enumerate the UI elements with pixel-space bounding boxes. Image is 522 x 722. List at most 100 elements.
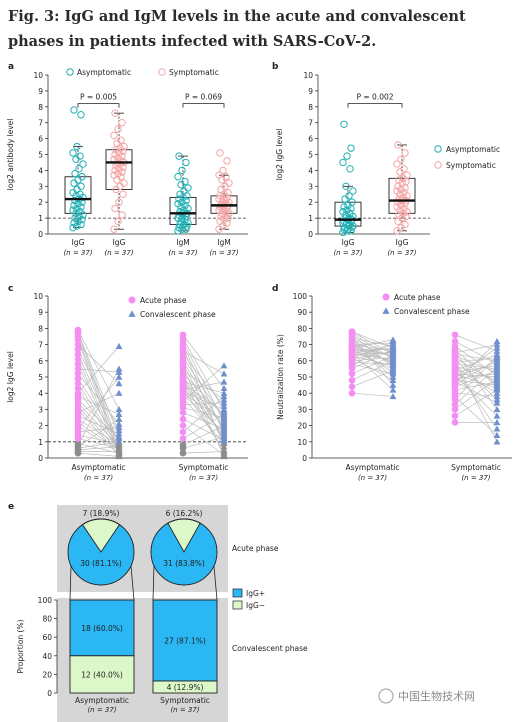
bar-positive-label: 27 (87.1%) xyxy=(164,637,206,646)
convalescent-point xyxy=(389,373,397,380)
pair-line xyxy=(77,354,120,444)
pair-line xyxy=(182,396,225,433)
data-point xyxy=(395,176,403,184)
pair-line xyxy=(351,370,394,388)
panel-label-c: c xyxy=(8,284,13,294)
data-point xyxy=(401,220,409,229)
pie-bar-connector xyxy=(152,565,155,601)
data-point xyxy=(71,169,79,178)
pair-line xyxy=(454,373,498,379)
data-point xyxy=(395,211,403,219)
group-label: Symptomatic xyxy=(179,463,229,472)
pie-slice-negative xyxy=(167,518,201,553)
pair-line xyxy=(351,353,394,360)
data-point xyxy=(225,179,233,187)
pair-line xyxy=(351,342,394,365)
acute-point xyxy=(348,383,356,391)
pair-line xyxy=(182,367,225,457)
legend-label-convalescent: Convalescent phase xyxy=(394,307,470,316)
convalescent-point xyxy=(493,431,501,439)
convalescent-point xyxy=(115,420,123,427)
data-point xyxy=(176,208,184,216)
pair-line xyxy=(77,405,120,452)
pair-line xyxy=(182,394,225,433)
legend-marker-symptomatic xyxy=(158,68,166,76)
panel-b-y-tick-label: 2 xyxy=(308,198,313,207)
convalescent-point xyxy=(220,402,228,409)
legend-marker-acute xyxy=(128,296,136,304)
legend-marker-symptomatic xyxy=(434,161,442,169)
data-point xyxy=(175,195,183,203)
convalescent-point xyxy=(493,344,501,351)
convalescent-point xyxy=(115,438,123,445)
data-point xyxy=(70,219,78,227)
category-n-label: (n = 37) xyxy=(104,249,133,257)
legend-marker-asymptomatic xyxy=(434,145,442,153)
data-point xyxy=(215,195,223,203)
data-point xyxy=(110,131,118,140)
data-point xyxy=(175,152,183,160)
category-n-label: (n = 37) xyxy=(387,249,416,257)
bar-positive-label: 18 (60.0%) xyxy=(81,624,123,633)
pair-line xyxy=(182,344,225,434)
data-point xyxy=(176,220,184,229)
data-point xyxy=(348,198,356,206)
convalescent-point xyxy=(115,406,123,413)
panel-a-y-tick-label: 5 xyxy=(38,151,43,160)
group-n-label: (n = 37) xyxy=(461,474,490,482)
panel-a-y-tick-label: 9 xyxy=(38,87,43,96)
convalescent-point xyxy=(115,427,123,434)
data-point xyxy=(114,125,122,133)
convalescent-point xyxy=(220,443,228,450)
pair-line xyxy=(351,331,394,355)
data-point xyxy=(345,192,353,200)
data-point xyxy=(393,187,401,195)
convalescent-point xyxy=(115,430,123,437)
panel-d-y-tick-label: 100 xyxy=(293,292,308,301)
panel-c-y-tick-label: 0 xyxy=(38,454,43,463)
pair-line xyxy=(454,357,498,384)
pair-line xyxy=(77,399,120,439)
data-point xyxy=(219,166,227,175)
panel-d-y-tick-label: 90 xyxy=(297,308,307,317)
convalescent-point xyxy=(220,389,228,396)
panel-e-y-tick-label: 40 xyxy=(42,652,52,661)
category-label: IgG xyxy=(396,238,409,247)
panel-e-y-tick-label: 20 xyxy=(42,670,52,679)
data-point xyxy=(111,166,119,175)
bar-group-n-label: (n = 37) xyxy=(170,706,199,714)
panel-b-y-tick-label: 10 xyxy=(303,71,313,80)
convalescent-point xyxy=(220,399,228,406)
category-label: IgM xyxy=(217,238,230,247)
pair-line xyxy=(77,409,120,455)
data-point xyxy=(347,144,355,152)
data-point xyxy=(216,149,224,157)
pair-line xyxy=(454,365,498,373)
data-point xyxy=(174,200,182,208)
data-point xyxy=(184,184,192,192)
data-point xyxy=(78,173,86,181)
data-point xyxy=(79,160,87,168)
acute-point xyxy=(74,380,82,387)
convalescent-point xyxy=(389,381,397,388)
acute-point xyxy=(74,440,82,447)
panel-e-y-tick-label: 0 xyxy=(47,689,52,698)
acute-point xyxy=(74,355,82,363)
convalescent-point xyxy=(115,368,123,375)
data-point xyxy=(110,171,118,179)
pair-line xyxy=(77,333,120,446)
panel-b-y-label: log2 IgG level xyxy=(275,129,284,181)
panel-d-y-tick-label: 70 xyxy=(297,341,307,350)
data-point xyxy=(71,196,79,205)
pair-line xyxy=(77,418,120,447)
panel-c-y-tick-label: 6 xyxy=(38,357,43,366)
bar-negative-label: 12 (40.0%) xyxy=(81,670,123,679)
p-value-label: P = 0.002 xyxy=(356,93,393,102)
pair-line xyxy=(454,341,498,365)
convalescent-point xyxy=(493,425,501,432)
legend-label-acute: Acute phase xyxy=(394,293,441,302)
data-point xyxy=(75,165,83,173)
pair-line xyxy=(351,349,394,355)
pair-line xyxy=(454,349,498,387)
panel-a-y-tick-label: 0 xyxy=(38,230,43,239)
